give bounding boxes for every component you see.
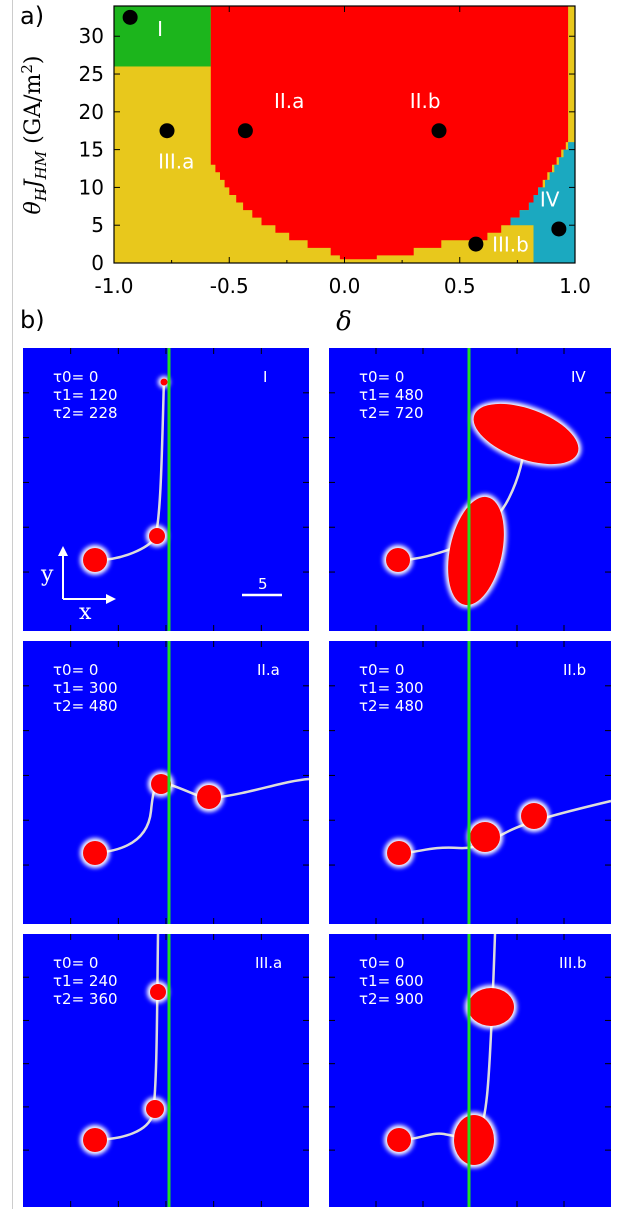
y-axis-label: θHJHM (GA/m2) [18,55,50,214]
tau1-label: τ1= 600 [359,972,424,990]
panel-name: III.b [559,954,587,972]
tau2-label: τ2= 480 [53,697,118,715]
snapshot-panel-I: τ0= 0 τ1= 120 τ2= 228 I y x 5 [23,348,309,631]
skyrmion-elongated [470,401,582,467]
snapshot-panel-IIIa: τ0= 0 τ1= 240 τ2= 360 III.a [23,933,309,1207]
tau2-label: τ2= 720 [359,404,424,422]
skyrmion [194,782,224,812]
tau2-label: τ2= 228 [53,404,118,422]
tau1-label: τ1= 300 [359,679,424,697]
skyrmion [518,800,550,832]
skyrmion [147,981,169,1003]
skyrmion [146,525,168,547]
tau0-label: τ0= 0 [359,368,404,386]
y-tick-label: 10 [79,175,104,199]
skyrmion [158,376,170,388]
x-tick-label: 0.0 [329,274,361,298]
skyrmion-elongated [451,1112,497,1168]
data-point [551,221,567,237]
tau0-label: τ0= 0 [53,661,98,679]
x-tick-label: -0.5 [210,274,249,298]
panel-label-b: b) [20,306,45,334]
data-point [122,9,138,25]
skyrmion [80,1125,110,1155]
snapshot-grid: τ0= 0 τ1= 120 τ2= 228 I y x 5 τ0= 0 τ1= … [23,348,612,1207]
y-tick-label: 15 [79,138,104,162]
data-point [431,123,447,139]
data-points [122,9,567,252]
panel-name: I [263,368,267,386]
region-II [210,6,569,260]
tau2-label: τ2= 480 [359,697,424,715]
skyrmion [383,545,413,575]
skyrmion-elongated [445,493,507,609]
panel-name: II.b [563,661,586,679]
region-label-III.a: III.a [158,150,194,174]
tau0-label: τ0= 0 [53,368,98,386]
tau0-label: τ0= 0 [53,954,98,972]
phase-regions [114,6,575,263]
y-tick-label: 0 [91,251,104,275]
snapshot-panel-IIIb: τ0= 0 τ1= 600 τ2= 900 III.b [329,933,611,1207]
region-label-I: I [157,17,163,41]
axes-inset: y x 5 [40,546,282,625]
skyrmion [384,838,414,868]
tau2-label: τ2= 900 [359,990,424,1008]
skyrmion [143,1097,167,1121]
panel-label-a: a) [20,2,45,30]
tau0-label: τ0= 0 [359,954,404,972]
y-tick-label: 20 [79,100,104,124]
region-label-III.b: III.b [492,233,529,257]
skyrmion [80,545,110,575]
tau0-label: τ0= 0 [359,661,404,679]
skyrmion [467,819,503,855]
tau2-label: τ2= 360 [53,990,118,1008]
tau1-label: τ1= 300 [53,679,118,697]
y-tick-label: 25 [79,62,104,86]
axis-ticks: -1.0 -0.5 0.0 0.5 1.0 0 5 10 15 20 25 30 [79,6,591,298]
region-label-II.a: II.a [274,89,304,113]
panel-name: III.a [255,954,282,972]
skyrmion [384,1125,414,1155]
skyrmion [80,838,110,868]
snapshot-panel-IV: τ0= 0 τ1= 480 τ2= 720 IV [329,348,611,631]
y-tick-label: 30 [79,24,104,48]
data-point [468,236,484,252]
panel-name: IV [571,368,586,386]
page-divider [12,0,13,1209]
tau1-label: τ1= 240 [53,972,118,990]
y-axis-inset-label: y [40,562,54,587]
tau1-label: τ1= 480 [359,386,424,404]
tau1-label: τ1= 120 [53,386,118,404]
region-label-IV: IV [540,187,560,211]
scale-bar-label: 5 [258,575,268,593]
x-axis-label: δ [336,307,352,337]
snapshot-panel-IIa: τ0= 0 τ1= 300 τ2= 480 II.a [23,641,310,924]
x-axis-inset-label: x [79,600,92,625]
panel-name: II.a [257,661,280,679]
data-point [237,123,253,139]
y-tick-label: 5 [91,213,104,237]
skyrmion-elongated [465,985,517,1029]
x-tick-label: 0.5 [444,274,476,298]
x-tick-label: 1.0 [559,274,591,298]
x-tick-label: -1.0 [94,274,133,298]
region-label-II.b: II.b [410,89,441,113]
data-point [159,123,175,139]
snapshot-panel-IIb: τ0= 0 τ1= 300 τ2= 480 II.b [329,641,612,924]
